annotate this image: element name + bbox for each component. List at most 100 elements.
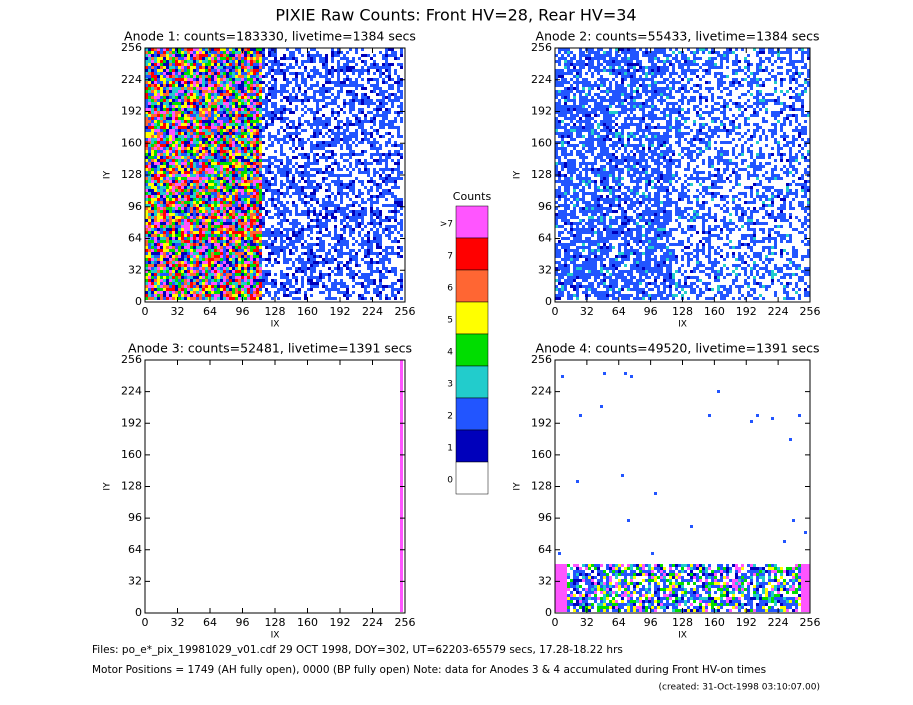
raster-cell bbox=[181, 228, 184, 231]
raster-cell bbox=[241, 273, 244, 276]
raster-cell bbox=[340, 189, 343, 192]
raster-cell bbox=[226, 141, 229, 144]
raster-cell bbox=[223, 279, 226, 282]
raster-cell bbox=[334, 180, 337, 183]
raster-cell bbox=[211, 201, 214, 204]
raster-cell bbox=[355, 117, 358, 120]
raster-cell bbox=[178, 252, 181, 255]
raster-cell bbox=[361, 102, 364, 105]
raster-cell bbox=[181, 216, 184, 219]
raster-cell bbox=[316, 99, 319, 102]
raster-cell bbox=[259, 204, 262, 207]
raster-cell bbox=[232, 294, 235, 297]
raster-cell bbox=[205, 234, 208, 237]
raster-cell bbox=[220, 99, 223, 102]
raster-cell bbox=[313, 117, 316, 120]
raster-cell bbox=[289, 96, 292, 99]
raster-cell bbox=[247, 81, 250, 84]
raster-cell bbox=[325, 102, 328, 105]
raster-cell bbox=[250, 93, 253, 96]
raster-cell bbox=[364, 117, 367, 120]
raster-cell bbox=[178, 111, 181, 114]
raster-cell bbox=[232, 186, 235, 189]
raster-cell bbox=[172, 147, 175, 150]
raster-cell bbox=[253, 258, 256, 261]
raster-cell bbox=[244, 177, 247, 180]
raster-cell bbox=[157, 147, 160, 150]
raster-cell bbox=[295, 171, 298, 174]
raster-cell bbox=[211, 54, 214, 57]
raster-cell bbox=[343, 69, 346, 72]
raster-cell bbox=[160, 252, 163, 255]
raster-cell bbox=[256, 222, 259, 225]
raster-cell bbox=[220, 48, 223, 51]
raster-cell bbox=[301, 210, 304, 213]
raster-cell bbox=[163, 78, 166, 81]
raster-cell bbox=[154, 297, 157, 300]
raster-cell bbox=[364, 297, 367, 300]
raster-cell bbox=[172, 156, 175, 159]
raster-cell bbox=[178, 273, 181, 276]
raster-cell bbox=[226, 108, 229, 111]
raster-cell bbox=[184, 270, 187, 273]
raster-cell bbox=[202, 264, 205, 267]
raster-cell bbox=[184, 297, 187, 300]
raster-cell bbox=[274, 96, 277, 99]
raster-cell bbox=[145, 240, 148, 243]
raster-cell bbox=[319, 225, 322, 228]
raster-cell bbox=[172, 288, 175, 291]
raster-cell bbox=[220, 141, 223, 144]
raster-cell bbox=[151, 294, 154, 297]
raster-cell bbox=[244, 195, 247, 198]
raster-cell bbox=[202, 297, 205, 300]
raster-cell bbox=[154, 231, 157, 234]
raster-cell bbox=[337, 111, 340, 114]
raster-cell bbox=[244, 150, 247, 153]
raster-cell bbox=[307, 60, 310, 63]
raster-cell bbox=[295, 270, 298, 273]
raster-cell bbox=[247, 162, 250, 165]
raster-cell bbox=[364, 168, 367, 171]
raster-cell bbox=[217, 186, 220, 189]
raster-cell bbox=[172, 189, 175, 192]
raster-cell bbox=[184, 195, 187, 198]
raster-cell bbox=[295, 147, 298, 150]
raster-cell bbox=[226, 171, 229, 174]
raster-cell bbox=[172, 144, 175, 147]
raster-cell bbox=[223, 267, 226, 270]
raster-cell bbox=[268, 273, 271, 276]
raster-cell bbox=[277, 297, 280, 300]
raster-cell bbox=[367, 231, 370, 234]
raster-cell bbox=[361, 228, 364, 231]
raster-cell bbox=[193, 66, 196, 69]
raster-cell bbox=[346, 123, 349, 126]
raster-cell bbox=[304, 93, 307, 96]
raster-cell bbox=[307, 216, 310, 219]
raster-cell bbox=[190, 144, 193, 147]
raster-cell bbox=[190, 192, 193, 195]
raster-cell bbox=[313, 60, 316, 63]
raster-cell bbox=[310, 279, 313, 282]
raster-cell bbox=[160, 255, 163, 258]
raster-cell bbox=[274, 177, 277, 180]
raster-cell bbox=[199, 138, 202, 141]
raster-cell bbox=[199, 99, 202, 102]
raster-cell bbox=[214, 66, 217, 69]
raster-cell bbox=[184, 204, 187, 207]
raster-cell bbox=[319, 276, 322, 279]
raster-cell bbox=[157, 216, 160, 219]
raster-cell bbox=[145, 249, 148, 252]
raster-cell bbox=[220, 246, 223, 249]
raster-cell bbox=[295, 78, 298, 81]
raster-cell bbox=[190, 234, 193, 237]
raster-cell bbox=[157, 186, 160, 189]
raster-cell bbox=[157, 117, 160, 120]
raster-cell bbox=[235, 258, 238, 261]
raster-cell bbox=[355, 129, 358, 132]
raster-cell bbox=[358, 282, 361, 285]
raster-cell bbox=[238, 162, 241, 165]
raster-cell bbox=[268, 216, 271, 219]
raster-cell bbox=[214, 183, 217, 186]
raster-cell bbox=[256, 249, 259, 252]
raster-cell bbox=[235, 144, 238, 147]
